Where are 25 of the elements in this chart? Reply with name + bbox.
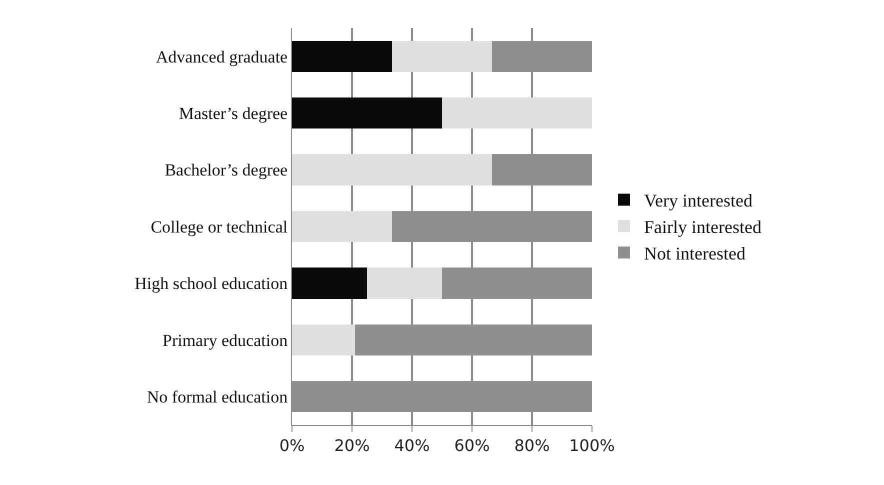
- y-tick-label: Advanced graduate: [156, 47, 288, 66]
- x-tick-label: 20%: [334, 436, 370, 456]
- bar: [367, 268, 442, 299]
- y-tick-label: Master’s degree: [178, 104, 288, 124]
- bar: [292, 40, 392, 72]
- bar: [292, 154, 492, 186]
- legend-label: Fairly interested: [644, 217, 762, 238]
- y-tick-label: High school education: [134, 274, 288, 294]
- y-tick-label: No formal education: [146, 388, 288, 407]
- y-tick-label: College or technical: [150, 217, 288, 236]
- legend-label: Not interested: [644, 244, 746, 264]
- bar: [292, 97, 442, 129]
- bar: [442, 97, 592, 129]
- bar: [292, 268, 367, 299]
- x-tick-label: 60%: [454, 436, 490, 456]
- x-tick-label: 100%: [569, 436, 615, 456]
- y-tick-label: Bachelor’s degree: [164, 160, 288, 180]
- bar: [292, 324, 355, 356]
- x-tick-label: 40%: [394, 436, 430, 456]
- x-tick-label: 0%: [279, 436, 305, 456]
- x-tick-label: 80%: [514, 436, 550, 456]
- bar: [392, 40, 492, 72]
- y-tick-label: Primary education: [162, 330, 288, 350]
- legend-label: Very interested: [644, 190, 752, 211]
- bar: [292, 210, 392, 242]
